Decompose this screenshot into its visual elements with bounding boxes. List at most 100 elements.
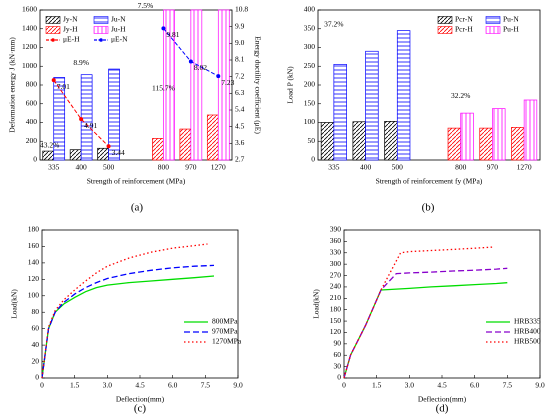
y-tick-label: 150 [304, 98, 316, 107]
legend-label: HRB335 [514, 317, 541, 326]
x-tick-label: 4.5 [135, 381, 145, 390]
x-tick-label: 800 [455, 163, 467, 172]
caption: (a) [131, 202, 144, 214]
y-tick-label: 360 [330, 236, 342, 245]
y-tick-label: 390 [330, 225, 342, 234]
y-tick-label: 80 [32, 307, 40, 316]
y-tick-label: 40 [32, 340, 40, 349]
x-tick-label: 400 [76, 163, 88, 172]
series-point [188, 59, 193, 64]
y-tick-label: 1600 [22, 5, 37, 14]
annotation: 43.2% [40, 141, 59, 150]
x-tick-label: 3.0 [405, 381, 415, 390]
y-tick-label: 180 [330, 304, 342, 313]
x-tick-label: 9.0 [535, 381, 545, 390]
legend-swatch [45, 16, 61, 24]
series-point [216, 74, 221, 79]
y-tick-label: 400 [304, 5, 316, 14]
y-tick-label: 270 [330, 270, 342, 279]
y2-tick-label: 7.2 [235, 71, 245, 80]
legend-swatch [437, 16, 453, 24]
bar [460, 112, 474, 161]
y-tick-label: 1200 [22, 42, 37, 51]
legend-label: Jy-H [63, 25, 78, 34]
value-label: 4.91 [84, 121, 97, 130]
annotation: 8.9% [73, 58, 89, 67]
y-tick-label: 20 [32, 356, 40, 365]
y-tick-label: 240 [330, 282, 342, 291]
legend-label: μE-H [63, 35, 80, 44]
x-tick-label: 6.0 [168, 381, 178, 390]
caption: (c) [134, 403, 147, 415]
y-tick-label: 330 [330, 247, 342, 256]
y-tick-label: 180 [28, 225, 40, 234]
y-axis-title: Deformation energy J (kN·mm) [8, 37, 17, 133]
bar [69, 149, 82, 161]
bar [42, 150, 55, 161]
x-tick-label: 1270 [211, 163, 226, 172]
x-tick-label: 0 [40, 381, 44, 390]
bar [365, 50, 379, 161]
y-tick-label: 120 [330, 327, 342, 336]
series-line [41, 275, 215, 379]
legend-swatch [93, 16, 109, 24]
y-tick-label: 50 [308, 136, 316, 145]
legend-label: Jy-N [63, 15, 78, 24]
bar [333, 64, 347, 161]
y2-tick-label: 4.5 [235, 121, 245, 130]
value-label: 3.44 [112, 148, 125, 157]
bar [479, 127, 493, 161]
plot-frame [41, 229, 239, 379]
bar [163, 9, 175, 161]
bar [152, 138, 164, 161]
x-tick-label: 400 [360, 163, 372, 172]
series-line [41, 264, 215, 379]
y2-tick-label: 5.4 [235, 105, 245, 114]
x-tick-label: 0 [342, 381, 346, 390]
x-tick-label: 1.5 [70, 381, 80, 390]
x-axis-title: Deflection(mm) [116, 395, 165, 404]
y2-tick-label: 3.6 [235, 138, 245, 147]
y-tick-label: 0 [35, 373, 39, 382]
y2-tick-label: 9.0 [235, 38, 245, 47]
legend-label: 1270MPa [212, 337, 242, 346]
y2-tick-label: 8.1 [235, 55, 245, 64]
y-axis-title: Load(kN) [312, 289, 321, 319]
legend-swatch [437, 26, 453, 34]
y-tick-label: 160 [28, 241, 40, 250]
legend-label: HRB500 [514, 337, 541, 346]
bar [190, 9, 203, 161]
legend-label: Pu-H [503, 25, 519, 34]
legend-label: Pcr-H [455, 25, 473, 34]
x-tick-label: 1.5 [372, 381, 382, 390]
x-tick-label: 970 [185, 163, 197, 172]
x-axis-title: Strength of reinforcement (MPa) [87, 177, 186, 186]
caption: (b) [422, 202, 435, 214]
x-tick-label: 3.0 [103, 381, 113, 390]
y-tick-label: 210 [330, 293, 342, 302]
bar [80, 74, 93, 161]
y-tick-label: 350 [304, 23, 316, 32]
bar [320, 122, 335, 161]
y-tick-label: 60 [334, 350, 342, 359]
y-tick-label: 400 [26, 117, 38, 126]
y2-tick-label: 9.9 [235, 21, 245, 30]
y-tick-label: 100 [304, 117, 316, 126]
bar [352, 121, 366, 161]
y-tick-label: 300 [330, 259, 342, 268]
legend-label: Ju-N [111, 15, 126, 24]
legend-label: 800MPa [212, 317, 238, 326]
series-line [53, 79, 109, 147]
annotation: 115.7% [152, 83, 175, 92]
y-tick-label: 600 [26, 98, 38, 107]
y-tick-label: 0 [337, 373, 341, 382]
x-tick-label: 500 [392, 163, 404, 172]
x-tick-label: 7.5 [201, 381, 211, 390]
value-label: 7.01 [57, 82, 70, 91]
y-tick-label: 100 [28, 290, 40, 299]
x-tick-label: 1270 [517, 163, 532, 172]
bar [492, 108, 506, 161]
y-tick-label: 200 [304, 80, 316, 89]
legend-label: 970MPa [212, 327, 238, 336]
bar [206, 114, 219, 161]
